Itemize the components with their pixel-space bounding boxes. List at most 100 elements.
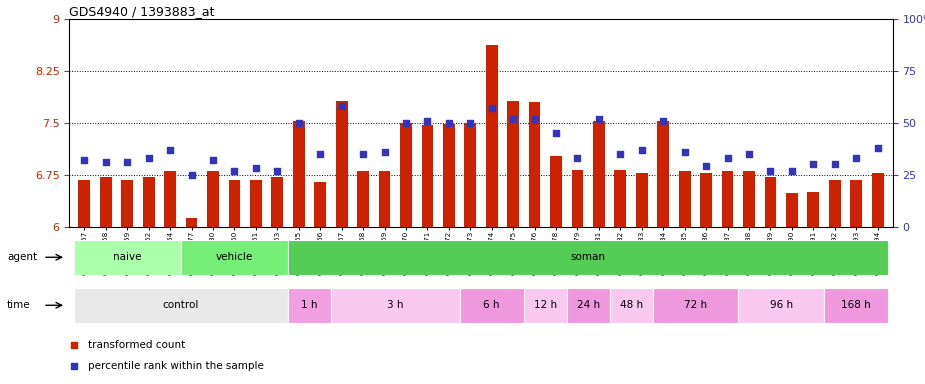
Text: time: time <box>7 300 31 310</box>
Bar <box>165 171 176 227</box>
Bar <box>824 288 888 323</box>
Text: naive: naive <box>113 252 142 262</box>
Bar <box>401 123 412 227</box>
Bar <box>331 288 460 323</box>
Bar <box>293 121 304 227</box>
Point <box>291 120 306 126</box>
Point <box>399 120 413 126</box>
Bar <box>524 288 567 323</box>
Bar <box>79 180 91 227</box>
Bar <box>829 180 841 227</box>
Text: 168 h: 168 h <box>842 300 871 310</box>
Point <box>308 64 323 70</box>
Point <box>635 147 649 153</box>
Point <box>806 161 820 167</box>
Point <box>377 149 392 155</box>
Text: 1 h: 1 h <box>302 300 318 310</box>
Point <box>356 151 371 157</box>
Point <box>249 166 264 172</box>
Point <box>677 149 692 155</box>
Text: percentile rank within the sample: percentile rank within the sample <box>88 361 264 371</box>
Text: soman: soman <box>571 252 606 262</box>
Bar <box>181 240 288 275</box>
Point <box>270 167 285 174</box>
Bar <box>871 173 883 227</box>
Point <box>163 147 178 153</box>
Bar <box>288 240 888 275</box>
Text: 6 h: 6 h <box>484 300 500 310</box>
Bar <box>74 288 288 323</box>
Point <box>227 167 241 174</box>
Point <box>485 105 500 111</box>
Text: 96 h: 96 h <box>770 300 793 310</box>
Bar <box>786 194 797 227</box>
Bar <box>850 180 862 227</box>
Point <box>313 151 327 157</box>
Bar <box>443 124 455 227</box>
Point <box>721 155 735 161</box>
Point <box>77 157 92 163</box>
Bar <box>529 102 540 227</box>
Point <box>613 151 628 157</box>
Bar <box>464 123 476 227</box>
Point <box>441 120 456 126</box>
Bar <box>314 182 327 227</box>
Text: control: control <box>163 300 199 310</box>
Bar <box>228 180 240 227</box>
Bar <box>288 288 331 323</box>
Bar <box>74 240 181 275</box>
Bar <box>207 171 219 227</box>
Text: 24 h: 24 h <box>576 300 599 310</box>
Text: GDS4940 / 1393883_at: GDS4940 / 1393883_at <box>69 5 215 18</box>
Point <box>184 172 199 178</box>
Bar <box>652 288 738 323</box>
Bar <box>738 288 824 323</box>
Point <box>506 116 521 122</box>
Bar <box>422 125 433 227</box>
Bar <box>610 288 652 323</box>
Bar <box>460 288 524 323</box>
Point <box>827 161 842 167</box>
Bar <box>378 171 390 227</box>
Text: 48 h: 48 h <box>620 300 643 310</box>
Bar <box>507 101 519 227</box>
Bar <box>572 170 584 227</box>
Text: vehicle: vehicle <box>216 252 253 262</box>
Bar <box>250 180 262 227</box>
Text: 72 h: 72 h <box>684 300 707 310</box>
Point <box>742 151 757 157</box>
Point <box>849 155 864 161</box>
Bar <box>100 177 112 227</box>
Point <box>698 163 713 169</box>
Bar <box>658 121 669 227</box>
Point <box>98 159 113 166</box>
Bar <box>743 171 755 227</box>
Point <box>205 157 220 163</box>
Point <box>763 167 778 174</box>
Bar <box>486 45 498 227</box>
Bar <box>357 171 369 227</box>
Bar <box>700 173 712 227</box>
Text: transformed count: transformed count <box>88 339 185 350</box>
Bar <box>271 177 283 227</box>
Text: agent: agent <box>7 252 37 262</box>
Bar <box>679 171 691 227</box>
Bar <box>567 288 610 323</box>
Bar <box>765 177 776 227</box>
Point <box>549 130 563 136</box>
Point <box>420 118 435 124</box>
Text: 3 h: 3 h <box>387 300 403 310</box>
Point <box>142 155 156 161</box>
Bar <box>121 180 133 227</box>
Bar <box>550 156 561 227</box>
Bar <box>186 218 197 227</box>
Point <box>120 159 135 166</box>
Bar <box>593 121 605 227</box>
Bar <box>142 177 154 227</box>
Point <box>334 103 349 109</box>
Point <box>527 116 542 122</box>
Point <box>462 120 477 126</box>
Bar <box>614 170 626 227</box>
Bar <box>336 101 348 227</box>
Bar <box>722 171 734 227</box>
